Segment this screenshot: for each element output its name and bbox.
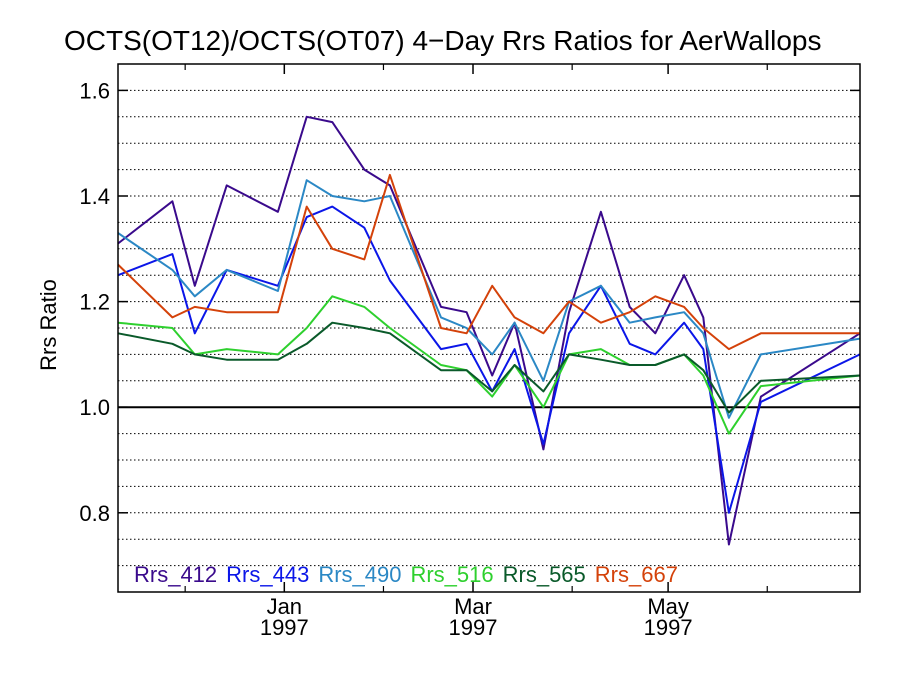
legend-item-rrs-516: Rrs_516: [410, 562, 493, 587]
series-line-rrs-516: [117, 295, 861, 435]
legend: Rrs_412 Rrs_443 Rrs_490 Rrs_516 Rrs_565 Rrs_6…: [134, 562, 678, 587]
y-tick-label: 1.4: [79, 184, 110, 209]
y-tick-label: 1.2: [79, 290, 110, 315]
legend-item-rrs-443: Rrs_443: [226, 562, 309, 587]
gridlines: [118, 89, 860, 567]
legend-item-rrs-412: Rrs_412: [134, 562, 217, 587]
x-tick-label-year: 1997: [449, 615, 498, 640]
legend-item-rrs-565: Rrs_565: [503, 562, 586, 587]
y-tick-label: 1.0: [79, 395, 110, 420]
x-tick-label-year: 1997: [644, 615, 693, 640]
legend-item-rrs-667: Rrs_667: [595, 562, 678, 587]
series-lines: [117, 115, 861, 546]
series-line-rrs-565: [117, 321, 861, 414]
x-tick-label-year: 1997: [260, 615, 309, 640]
series-line-rrs-412: [117, 115, 861, 546]
y-tick-label: 1.6: [79, 78, 110, 103]
x-tick-label-month: Mar: [454, 594, 492, 619]
x-tick-label-month: May: [647, 594, 689, 619]
legend-item-rrs-490: Rrs_490: [318, 562, 401, 587]
y-tick-label: 0.8: [79, 501, 110, 526]
plot-frame: [117, 63, 861, 593]
y-axis-label: Rrs Ratio: [36, 279, 61, 371]
chart-title: OCTS(OT12)/OCTS(OT07) 4−Day Rrs Ratios f…: [64, 25, 821, 56]
series-line-rrs-490: [117, 179, 861, 419]
series-line-rrs-667: [117, 173, 860, 351]
x-tick-label-month: Jan: [267, 594, 302, 619]
